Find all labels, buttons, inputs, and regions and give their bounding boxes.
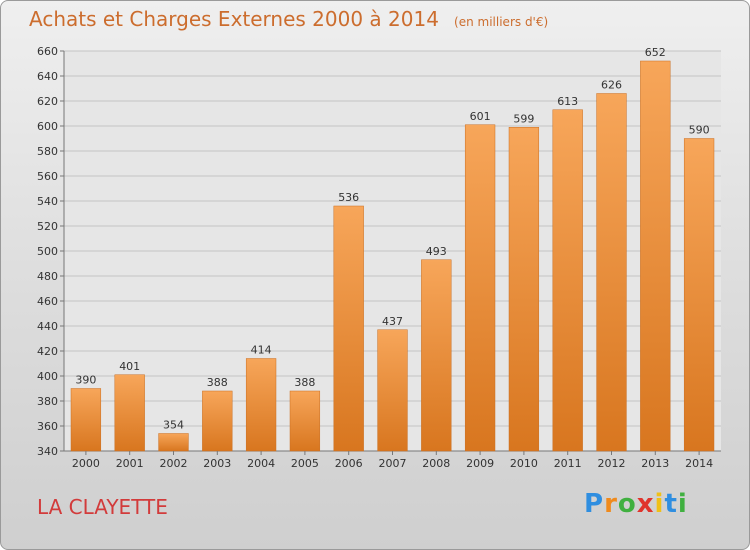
- logo-letter: x: [636, 489, 655, 519]
- x-tick-label-2003: 2003: [203, 457, 231, 470]
- bar-2001: [114, 374, 145, 452]
- y-tick-label: 620: [37, 95, 58, 108]
- bar-2012: [596, 93, 627, 452]
- x-tick-label-2009: 2009: [466, 457, 494, 470]
- y-tick-label: 480: [37, 270, 58, 283]
- commune-name: LA CLAYETTE: [37, 495, 168, 519]
- y-tick-label: 400: [37, 370, 58, 383]
- bar-2003: [202, 390, 233, 452]
- data-label-2001: 401: [119, 360, 140, 373]
- data-label-2007: 437: [382, 315, 403, 328]
- data-label-2002: 354: [163, 419, 184, 432]
- y-tick-label: 640: [37, 70, 58, 83]
- data-label-2004: 414: [251, 344, 272, 357]
- logo-letter: t: [664, 489, 678, 519]
- x-tick-label-2013: 2013: [641, 457, 669, 470]
- x-tick-label-2011: 2011: [554, 457, 582, 470]
- y-tick-label: 500: [37, 245, 58, 258]
- x-tick-label-2010: 2010: [510, 457, 538, 470]
- x-tick-label-2005: 2005: [291, 457, 319, 470]
- data-label-2013: 652: [645, 46, 666, 59]
- y-tick-label: 340: [37, 445, 58, 458]
- bar-2006: [333, 205, 364, 452]
- x-tick-label-2006: 2006: [335, 457, 363, 470]
- chart-title-block: Achats et Charges Externes 2000 à 2014 (…: [29, 7, 548, 31]
- y-tick-label: 420: [37, 345, 58, 358]
- data-label-2000: 390: [75, 374, 96, 387]
- bar-2000: [70, 388, 102, 452]
- proxiti-logo: Proxiti: [584, 489, 688, 519]
- bar-2005: [289, 390, 321, 452]
- y-tick-label: 580: [37, 145, 58, 158]
- y-tick-label: 460: [37, 295, 58, 308]
- data-label-2011: 613: [557, 95, 578, 108]
- y-tick-label: 440: [37, 320, 58, 333]
- bar-2002: [158, 433, 189, 452]
- bar-2013: [640, 60, 671, 452]
- data-label-2005: 388: [294, 376, 315, 389]
- data-label-2003: 388: [207, 376, 228, 389]
- y-tick-label: 380: [37, 395, 58, 408]
- x-tick-label-2008: 2008: [422, 457, 450, 470]
- data-label-2008: 493: [426, 245, 447, 258]
- y-tick-label: 360: [37, 420, 58, 433]
- data-label-2010: 599: [513, 112, 534, 125]
- logo-letter: r: [604, 489, 618, 519]
- x-tick-label-2007: 2007: [379, 457, 407, 470]
- y-tick-label: 600: [37, 120, 58, 133]
- y-tick-label: 660: [37, 45, 58, 58]
- data-label-2014: 590: [689, 124, 710, 137]
- data-label-2009: 601: [470, 110, 491, 123]
- x-tick-label-2000: 2000: [72, 457, 100, 470]
- logo-letter: i: [654, 489, 665, 519]
- x-tick-label-2012: 2012: [598, 457, 626, 470]
- bar-2014: [683, 138, 715, 452]
- x-tick-label-2004: 2004: [247, 457, 275, 470]
- logo-letter: i: [677, 489, 688, 519]
- data-label-2006: 536: [338, 191, 359, 204]
- bar-2009: [464, 124, 496, 452]
- logo-letter: o: [617, 489, 637, 519]
- bar-2010: [508, 127, 540, 452]
- y-tick-label: 540: [37, 195, 58, 208]
- data-label-2012: 626: [601, 79, 622, 92]
- x-tick-label-2002: 2002: [160, 457, 188, 470]
- chart-subtitle: (en milliers d'€): [454, 15, 549, 29]
- bar-2011: [552, 109, 583, 452]
- y-tick-label: 560: [37, 170, 58, 183]
- y-tick-label: 520: [37, 220, 58, 233]
- logo-letter: P: [584, 489, 605, 519]
- x-tick-label-2014: 2014: [685, 457, 713, 470]
- chart-title: Achats et Charges Externes 2000 à 2014: [29, 7, 439, 31]
- bar-2008: [421, 259, 452, 452]
- x-tick-label-2001: 2001: [116, 457, 144, 470]
- bar-2004: [245, 358, 277, 452]
- bar-2007: [377, 329, 408, 452]
